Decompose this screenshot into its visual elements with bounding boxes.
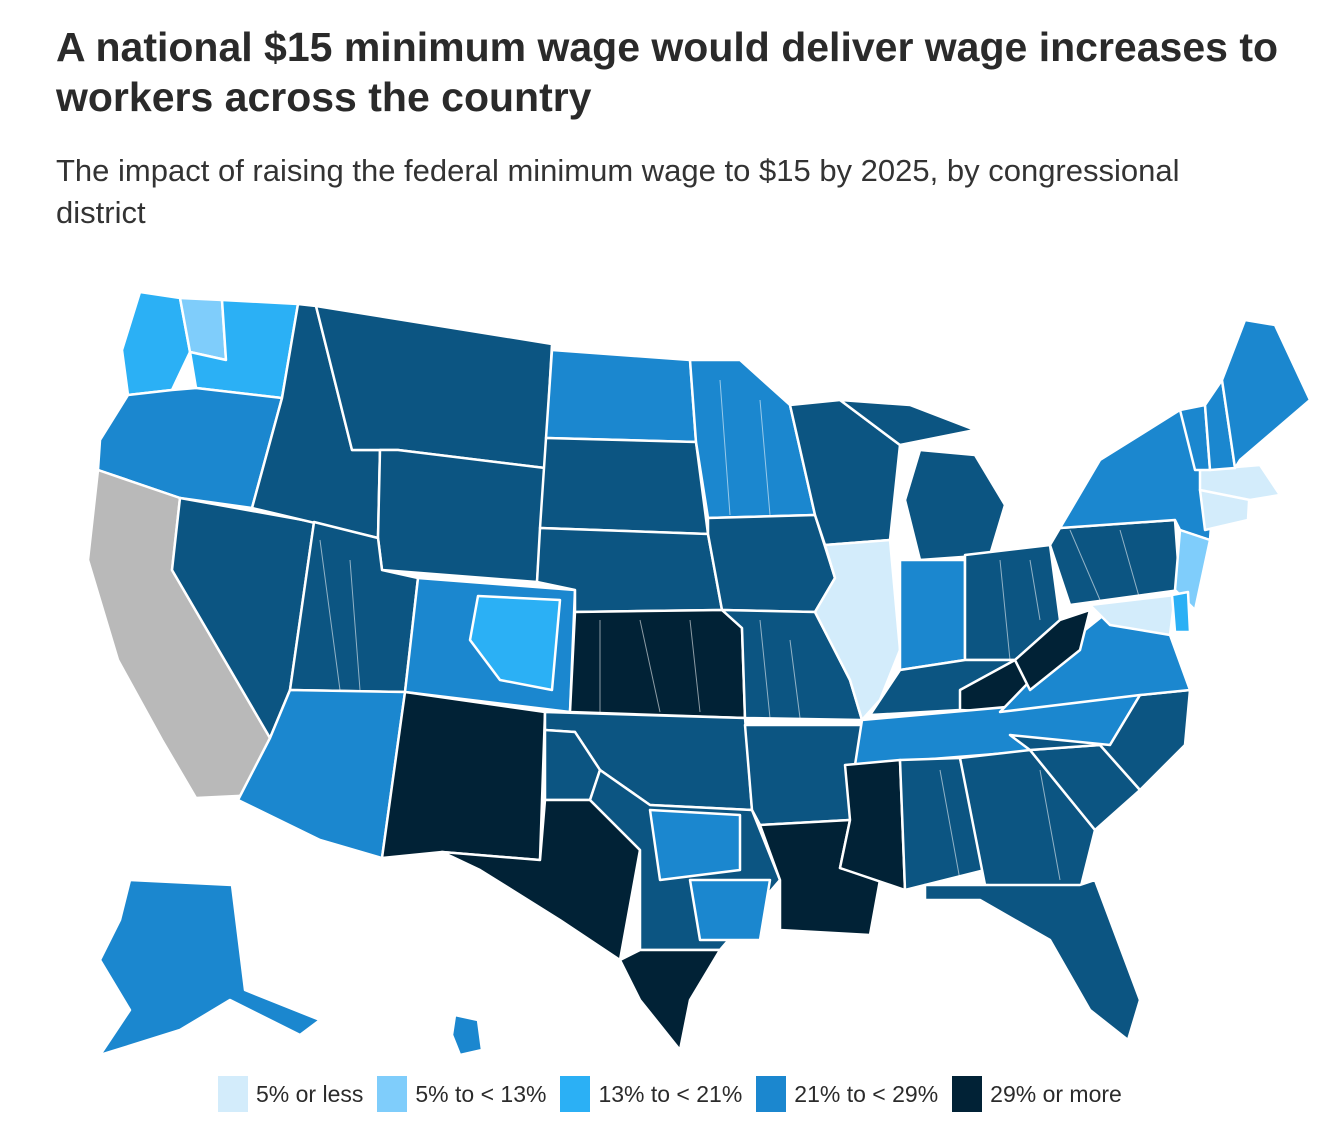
region-maryland: [1088, 593, 1177, 637]
region-new-jersey: [1173, 528, 1212, 612]
region-west-virginia: [1013, 608, 1092, 692]
district-lines: [319, 379, 1141, 881]
region-mississippi: [838, 758, 907, 892]
region-new-mexico: [380, 690, 547, 862]
region-indiana: [898, 558, 967, 672]
region-arkansas: [743, 723, 864, 827]
legend-swatch: [756, 1076, 787, 1112]
region-montana: [314, 304, 554, 470]
legend-item: 13% to < 21%: [560, 1076, 742, 1112]
region-north-carolina: [1008, 688, 1192, 792]
region-georgia: [958, 748, 1097, 892]
legend-label: 29% or more: [990, 1080, 1122, 1107]
region-texas-dfw: [648, 808, 742, 882]
region-hawaii: [450, 1013, 484, 1057]
legend-swatch: [218, 1076, 248, 1112]
region-alabama: [898, 756, 987, 892]
legend-item: 5% to < 13%: [377, 1076, 546, 1112]
region-texas-south: [618, 948, 722, 1052]
legend-label: 21% to < 29%: [794, 1080, 939, 1107]
chart-subtitle: The impact of raising the federal minimu…: [56, 153, 1180, 230]
region-colorado-denver: [468, 594, 562, 692]
region-alaska: [98, 878, 322, 1057]
legend-swatch: [952, 1076, 983, 1112]
map-legend: 5% or less 5% to < 13% 13% to < 21% 21% to …: [218, 1074, 1122, 1114]
region-massachusetts: [1198, 463, 1282, 502]
region-delaware: [1170, 590, 1192, 634]
region-michigan-up: [838, 398, 977, 447]
region-florida: [923, 878, 1142, 1042]
region-washington-west: [120, 290, 192, 397]
legend-label: 5% or less: [256, 1080, 364, 1107]
legend-item: 21% to < 29%: [756, 1076, 938, 1112]
region-iowa: [706, 513, 837, 614]
legend-swatch: [377, 1076, 408, 1112]
region-maine: [1220, 318, 1310, 470]
map-svg: [86, 290, 1310, 1057]
region-pennsylvania: [1048, 518, 1182, 607]
region-texas-houston: [688, 878, 772, 942]
us-district-map: [40, 280, 1310, 1060]
region-north-dakota: [544, 348, 698, 444]
legend-swatch: [560, 1076, 591, 1112]
legend-item: 5% or less: [218, 1076, 363, 1112]
legend-label: 5% to < 13%: [415, 1080, 547, 1107]
region-wyoming: [376, 448, 547, 584]
region-michigan: [903, 448, 1007, 562]
chart-title: A national $15 minimum wage would delive…: [56, 24, 1279, 120]
legend-item: 29% or more: [952, 1076, 1122, 1112]
legend-label: 13% to < 21%: [598, 1080, 743, 1107]
region-south-dakota: [538, 436, 710, 536]
region-minnesota: [688, 358, 817, 520]
